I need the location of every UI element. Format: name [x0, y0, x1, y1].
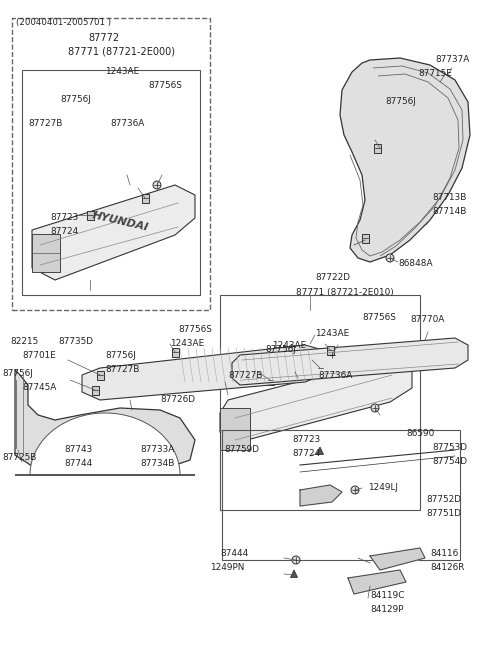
Text: 87770A: 87770A [410, 316, 444, 324]
Text: 87756J: 87756J [265, 345, 296, 354]
Polygon shape [220, 358, 412, 445]
Bar [222, 430, 460, 560]
Text: 86848A: 86848A [398, 259, 432, 269]
Text: 87724: 87724 [50, 227, 78, 236]
Text: (20040401-2005701 ): (20040401-2005701 ) [16, 18, 111, 26]
Text: 87756S: 87756S [178, 326, 212, 335]
Circle shape [371, 404, 379, 412]
Polygon shape [370, 548, 425, 570]
Text: 87725B: 87725B [2, 453, 36, 462]
Text: 84116: 84116 [430, 550, 458, 559]
Text: 87727B: 87727B [28, 119, 62, 128]
Text: 84129P: 84129P [370, 605, 404, 614]
Polygon shape [15, 413, 195, 475]
Text: 87771 (87721-2E000): 87771 (87721-2E000) [68, 47, 175, 57]
Text: 87759D: 87759D [224, 445, 259, 455]
Bar [86, 210, 94, 219]
Bar [32, 234, 60, 272]
Text: 87772: 87772 [88, 33, 119, 43]
Text: 87756J: 87756J [385, 98, 416, 107]
Bar [22, 70, 200, 295]
Polygon shape [82, 345, 330, 400]
Bar [220, 295, 420, 510]
Text: 87756J: 87756J [60, 96, 91, 105]
Polygon shape [348, 570, 406, 594]
Text: 87733A: 87733A [140, 445, 174, 455]
Circle shape [386, 254, 394, 262]
Polygon shape [316, 447, 324, 455]
Text: 1243AE: 1243AE [315, 329, 349, 339]
Text: 87722D: 87722D [315, 274, 350, 282]
Text: 87753D: 87753D [432, 443, 467, 453]
Bar [96, 371, 104, 379]
Text: 87744: 87744 [64, 460, 92, 468]
Text: 87745A: 87745A [22, 383, 56, 392]
Text: 87771 (87721-2E010): 87771 (87721-2E010) [296, 288, 394, 297]
Text: 87756S: 87756S [362, 314, 396, 322]
Circle shape [292, 556, 300, 564]
Polygon shape [340, 58, 470, 262]
Bar [12, 18, 210, 310]
Text: 1243AE: 1243AE [105, 67, 139, 77]
Text: 87444: 87444 [220, 550, 248, 559]
Text: 87756J: 87756J [105, 352, 136, 360]
Text: 87736A: 87736A [110, 119, 144, 128]
Text: 87701E: 87701E [22, 352, 56, 360]
Text: 86590: 86590 [406, 430, 434, 438]
Bar [326, 345, 334, 354]
Circle shape [351, 486, 359, 494]
Text: 87727B: 87727B [228, 371, 263, 381]
Text: 87735D: 87735D [58, 337, 93, 346]
Bar [92, 386, 98, 394]
Text: 87723: 87723 [292, 436, 320, 445]
Text: 84119C: 84119C [370, 591, 405, 601]
Text: 87726D: 87726D [160, 396, 195, 405]
Text: HYUNDAI: HYUNDAI [91, 211, 149, 233]
Text: 87734B: 87734B [140, 460, 174, 468]
Text: 1249LJ: 1249LJ [368, 483, 398, 493]
Text: 87737A: 87737A [435, 56, 469, 64]
Text: 1249PN: 1249PN [210, 563, 244, 572]
Bar [142, 193, 148, 202]
Circle shape [153, 181, 161, 189]
Bar [171, 348, 179, 356]
Text: 87756J: 87756J [2, 369, 33, 379]
Circle shape [328, 351, 336, 359]
Bar [373, 143, 381, 153]
Polygon shape [300, 485, 342, 506]
Text: 87736A: 87736A [318, 371, 352, 381]
Text: 82215: 82215 [10, 337, 38, 346]
Text: 87751D: 87751D [426, 510, 461, 519]
Polygon shape [232, 338, 468, 385]
Text: 87756S: 87756S [148, 81, 182, 90]
Bar [361, 233, 369, 242]
Bar [316, 364, 324, 373]
Text: 87754D: 87754D [432, 457, 467, 466]
Text: 1243AE: 1243AE [272, 341, 306, 350]
Polygon shape [32, 185, 195, 280]
Bar [266, 375, 274, 384]
Polygon shape [15, 370, 195, 475]
Text: 87743: 87743 [64, 445, 92, 455]
Text: 1243AE: 1243AE [170, 339, 204, 348]
Polygon shape [290, 570, 298, 578]
Text: 84126R: 84126R [430, 563, 464, 572]
Text: 87752D: 87752D [426, 495, 461, 504]
Text: 87724: 87724 [292, 449, 320, 458]
Text: 87727B: 87727B [105, 365, 139, 375]
Text: 87713B: 87713B [432, 193, 467, 202]
Bar [220, 408, 250, 450]
Text: 87714B: 87714B [432, 208, 467, 217]
Text: 87723: 87723 [50, 214, 78, 223]
Text: 87715E: 87715E [418, 69, 452, 79]
